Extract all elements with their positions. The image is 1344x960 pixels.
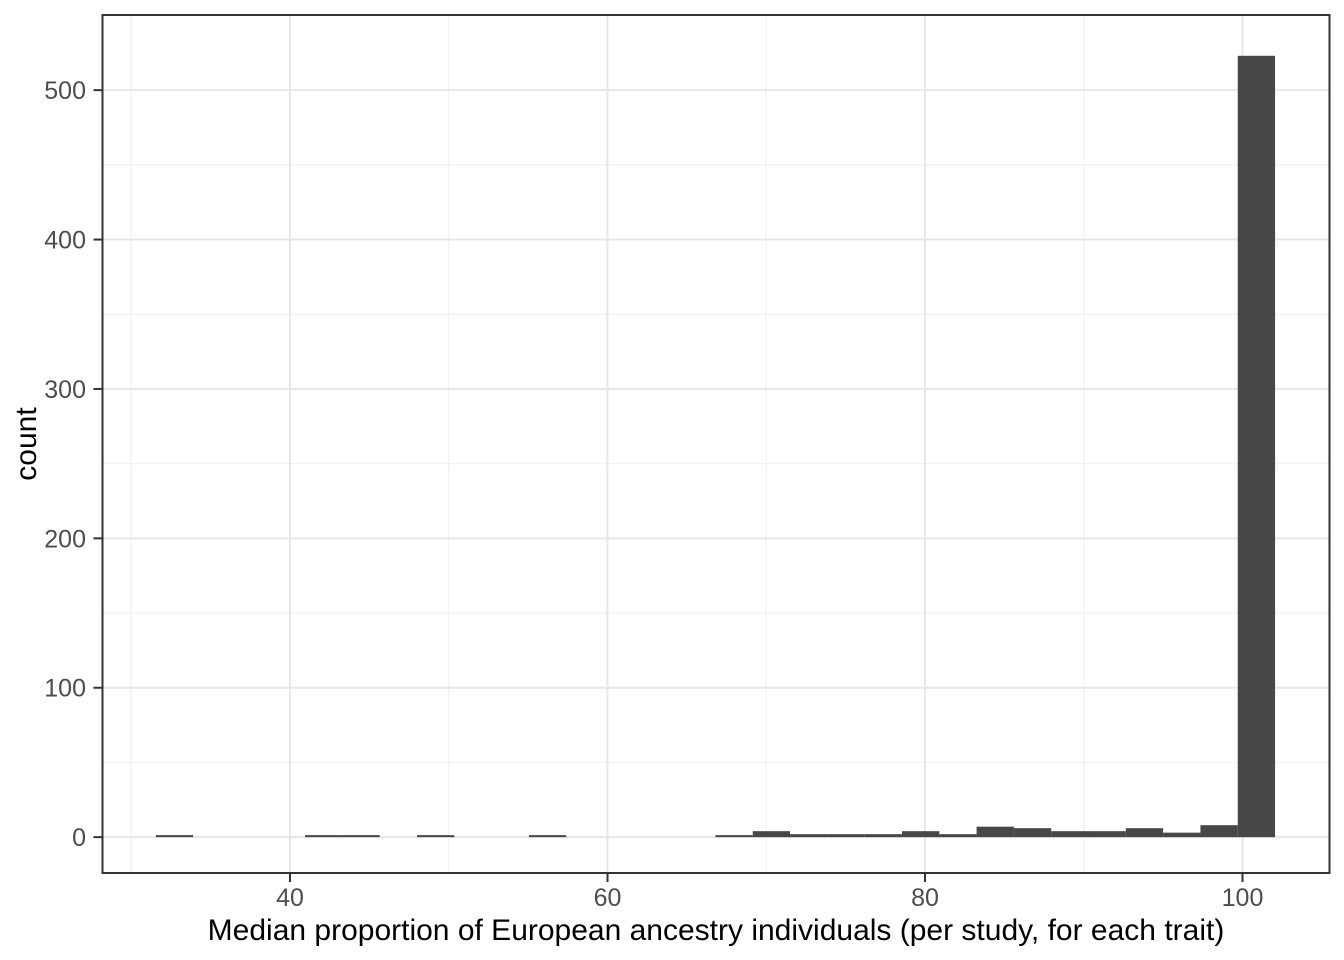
histogram-bar (1125, 828, 1164, 838)
y-tick-label: 100 (44, 675, 86, 703)
y-tick-label: 300 (44, 376, 86, 404)
x-tick-label: 80 (911, 884, 939, 912)
histogram-bar (864, 834, 902, 838)
histogram-bar (827, 834, 865, 838)
y-tick-label: 200 (44, 525, 86, 553)
y-tick-label: 500 (44, 77, 86, 105)
axis-ticks (93, 89, 1244, 882)
histogram-bar (305, 835, 343, 838)
x-tick-label: 100 (1222, 884, 1264, 912)
histogram-bars (155, 55, 1276, 838)
histogram-bar (1200, 825, 1238, 838)
histogram-bar (715, 835, 753, 838)
histogram-bar (752, 831, 791, 838)
histogram-bar (155, 835, 194, 838)
histogram-bar (901, 831, 940, 838)
histogram-bar (528, 835, 567, 838)
y-tick-label: 400 (44, 227, 86, 255)
histogram-bar (1088, 831, 1126, 838)
x-tick-label: 60 (594, 884, 622, 912)
histogram-bar (939, 834, 977, 838)
y-tick-label: 0 (72, 824, 86, 852)
histogram-bar (1237, 55, 1276, 838)
histogram-bar (1051, 831, 1089, 838)
histogram-bar (976, 826, 1014, 838)
y-axis-title: count (10, 407, 43, 481)
histogram-bar (342, 835, 380, 838)
histogram-bar (416, 835, 455, 838)
histogram-bar (1013, 828, 1052, 838)
gridlines-major (102, 15, 1330, 873)
x-axis-title: Median proportion of European ancestry i… (208, 914, 1225, 947)
x-tick-label: 40 (276, 884, 304, 912)
histogram-bar (790, 834, 828, 838)
y-axis-tick-labels: 0 100 200 300 400 500 (44, 77, 86, 852)
histogram-bar (1163, 832, 1201, 838)
gridlines-minor (102, 15, 1330, 873)
x-axis-tick-labels: 40 60 80 100 (276, 884, 1263, 912)
panel-border (101, 14, 1331, 874)
